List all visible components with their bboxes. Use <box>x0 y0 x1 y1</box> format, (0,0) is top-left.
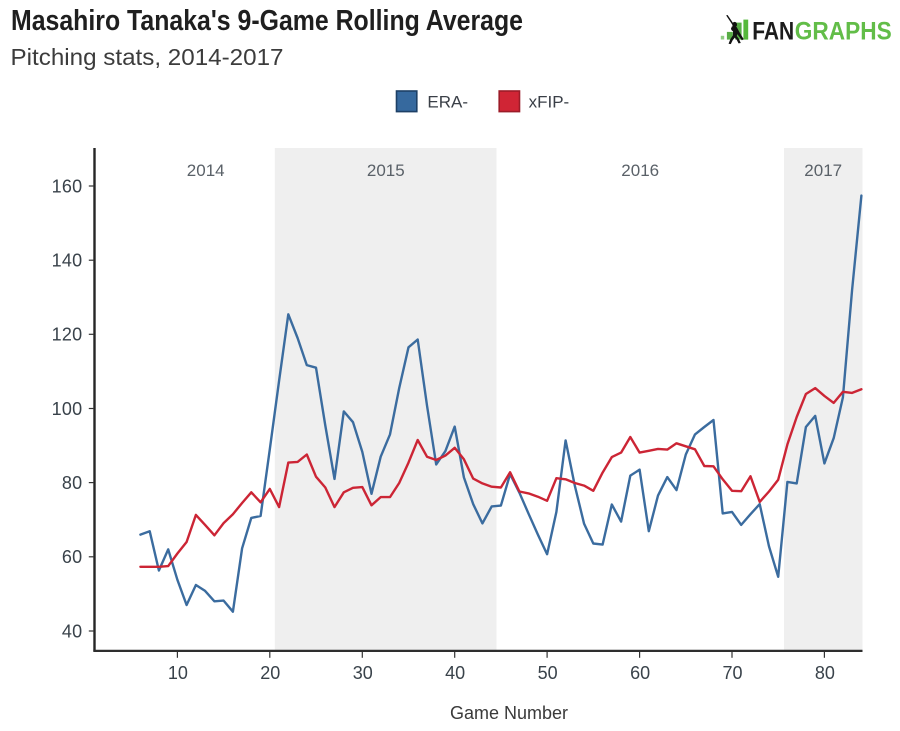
svg-text:2017: 2017 <box>804 161 842 180</box>
svg-text:30: 30 <box>353 663 373 683</box>
svg-text:FAN: FAN <box>752 17 794 45</box>
svg-text:80: 80 <box>815 663 835 683</box>
svg-text:xFIP-: xFIP- <box>529 93 570 112</box>
svg-text:2016: 2016 <box>621 161 659 180</box>
svg-text:60: 60 <box>62 547 83 567</box>
svg-text:20: 20 <box>260 663 280 683</box>
svg-text:40: 40 <box>445 663 465 683</box>
svg-text:80: 80 <box>62 473 83 493</box>
svg-text:2014: 2014 <box>187 161 225 180</box>
svg-text:140: 140 <box>52 251 83 271</box>
svg-text:50: 50 <box>538 663 558 683</box>
svg-text:Masahiro Tanaka's 9-Game Rolli: Masahiro Tanaka's 9-Game Rolling Average <box>11 5 523 37</box>
svg-text:40: 40 <box>62 621 83 641</box>
svg-text:160: 160 <box>52 176 83 196</box>
svg-text:ERA-: ERA- <box>427 93 468 112</box>
svg-text:2015: 2015 <box>367 161 405 180</box>
svg-text:100: 100 <box>52 399 83 419</box>
svg-text:10: 10 <box>168 663 188 683</box>
svg-text:Pitching stats, 2014-2017: Pitching stats, 2014-2017 <box>11 44 284 70</box>
svg-text:120: 120 <box>52 325 83 345</box>
svg-text:60: 60 <box>630 663 650 683</box>
svg-text:GRAPHS: GRAPHS <box>795 17 892 45</box>
svg-text:70: 70 <box>722 663 742 683</box>
svg-text:Game Number: Game Number <box>450 703 568 723</box>
